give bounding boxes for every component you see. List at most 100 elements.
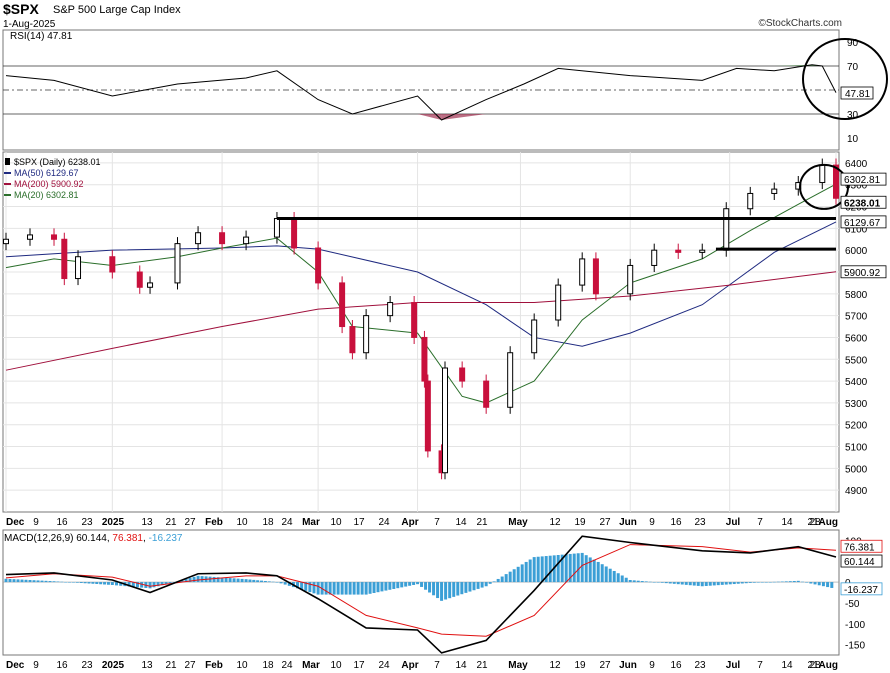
x-tick-label: 16 — [670, 660, 682, 671]
macd-histogram-bar — [688, 582, 692, 586]
x-tick-label: 13 — [141, 660, 153, 671]
candle-body — [349, 326, 356, 354]
macd-tick-label: -50 — [845, 599, 860, 610]
macd-histogram-bar — [472, 582, 476, 591]
macd-histogram-bar — [408, 582, 412, 586]
x-tick-label: 9 — [33, 517, 39, 528]
ma-line-20 — [5, 183, 837, 404]
macd-histogram-bar — [572, 553, 576, 583]
macd-histogram-bar — [680, 582, 684, 585]
macd-histogram-bar — [32, 580, 36, 583]
candle-body — [555, 284, 562, 321]
macd-histogram-bar — [260, 580, 264, 583]
candle-body — [579, 258, 586, 286]
macd-histogram-bar — [544, 556, 548, 583]
macd-histogram-bar — [392, 582, 396, 589]
price-tick-label: 5800 — [845, 290, 868, 301]
macd-tags: 76.381 60.144 -16.237 — [840, 539, 883, 596]
macd-histogram-bar — [508, 571, 512, 583]
macd-histogram-bar — [660, 582, 664, 583]
macd-line — [5, 535, 837, 654]
candle-body — [627, 264, 634, 295]
macd-histogram-bar — [656, 582, 660, 583]
x-tick-label: Apr — [401, 660, 418, 671]
macd-histogram-bar — [468, 582, 472, 592]
x-tick-label: 21 — [165, 660, 177, 671]
x-tick-label: 9 — [649, 660, 655, 671]
x-tick-label: 27 — [599, 517, 611, 528]
macd-histogram-bar — [536, 556, 540, 583]
price-panel: 6400630062006100600059005800570056005500… — [2, 151, 887, 513]
macd-histogram-bar — [784, 581, 788, 583]
candle-body — [723, 208, 730, 251]
macd-histogram-bar — [271, 581, 275, 583]
macd-histogram-bar — [220, 577, 224, 583]
macd-frame — [2, 529, 840, 656]
macd-label-sep1: , — [107, 533, 113, 544]
macd-histogram-bar — [68, 582, 72, 583]
macd-histogram-bar — [36, 580, 40, 583]
macd-histogram-bar — [106, 582, 110, 585]
macd-histogram-bar — [724, 582, 728, 585]
x-tick-label: 7 — [757, 517, 763, 528]
candle-body — [651, 249, 658, 266]
x-tick-label: 17 — [353, 517, 365, 528]
macd-histogram-bar — [216, 577, 220, 583]
macd-histogram-bar — [267, 581, 271, 583]
macd-histogram-bar — [244, 579, 248, 583]
macd-histogram-bar — [696, 582, 700, 586]
x-tick-label: Mar — [302, 660, 320, 671]
price-value-tag — [840, 195, 887, 209]
candle-body — [136, 271, 143, 288]
macd-histogram-bar — [764, 582, 768, 583]
candle-body — [442, 367, 449, 474]
macd-histogram-bar — [672, 582, 676, 584]
x-tick-label: 24 — [281, 660, 293, 671]
macd-histogram-bar — [460, 582, 464, 595]
macd-histogram-bar — [796, 580, 800, 583]
x-tick-label: 24 — [378, 660, 390, 671]
candle-body — [219, 232, 226, 245]
rsi-value-text: 47.81 — [845, 89, 870, 100]
ma-line-200 — [5, 271, 837, 371]
macd-histogram-bar — [416, 582, 420, 585]
macd-histogram-bar — [344, 582, 348, 595]
price-tick-label: 5500 — [845, 355, 868, 366]
macd-histogram-bar — [376, 582, 380, 593]
candle-body — [273, 218, 280, 238]
x-tick-label: 28 — [809, 517, 821, 528]
candle-body — [363, 315, 370, 354]
macd-histogram-bar — [256, 580, 260, 583]
x-tick-label: 10 — [330, 517, 342, 528]
x-tick-label: 28 — [809, 660, 821, 671]
rsi-annotation-circle — [802, 38, 888, 120]
macd-histogram-bar — [103, 582, 107, 585]
x-tick-label: Aug — [819, 517, 838, 528]
price-tick-label: 5100 — [845, 443, 868, 454]
macd-histogram-bar — [372, 582, 376, 593]
macd-histogram-bar — [360, 582, 364, 595]
x-tick-label: 7 — [434, 660, 440, 671]
x-tick-label: 23 — [81, 660, 93, 671]
macd-histogram-bar — [71, 582, 75, 583]
macd-histogram-bar — [664, 582, 668, 584]
macd-histogram-bar — [83, 582, 87, 584]
candle-body — [771, 188, 778, 194]
macd-histogram-bar — [476, 582, 480, 589]
legend-entry: MA(200) 5900.92 — [14, 179, 84, 189]
macd-value-tag-text: -16.237 — [844, 585, 878, 596]
macd-histogram-bar — [164, 582, 168, 585]
macd-signal-line — [5, 544, 837, 637]
macd-histogram-bar — [135, 582, 139, 588]
macd-histogram-bar — [456, 582, 460, 596]
macd-histogram-bar — [115, 582, 119, 586]
candle-body — [3, 238, 9, 245]
macd-histogram-bar — [400, 582, 404, 588]
macd-histogram-bar — [283, 582, 287, 585]
candle-body — [51, 234, 58, 240]
macd-histogram-bar — [676, 582, 680, 585]
macd-histogram-bar — [308, 582, 312, 593]
macd-histogram-bar — [119, 582, 123, 586]
